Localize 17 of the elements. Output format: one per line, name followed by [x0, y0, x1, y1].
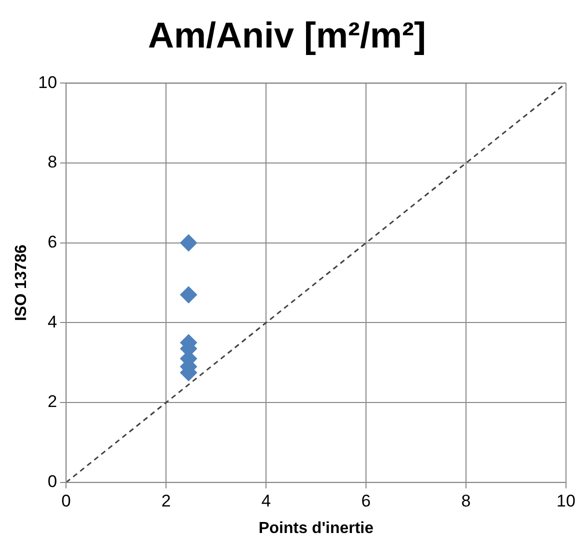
y-tick-label: 4: [48, 312, 58, 332]
x-tick-label: 2: [161, 491, 171, 510]
x-tick-label: 4: [261, 491, 271, 510]
point: [180, 234, 198, 252]
x-tick-label: 0: [61, 491, 71, 510]
chart-title: Am/Aniv [m²/m²]: [148, 14, 426, 56]
x-axis-title: Points d'inertie: [258, 520, 374, 537]
y-tick-label: 10: [38, 72, 58, 92]
x-tick-label: 10: [556, 491, 576, 510]
y-axis-title: ISO 13786: [13, 244, 30, 322]
x-tick-label: 8: [461, 491, 471, 510]
y-tick-label: 0: [48, 472, 58, 492]
y-tick-label: 8: [48, 152, 58, 172]
y-tick-label: 2: [48, 392, 58, 412]
y-tick-label: 6: [48, 232, 58, 252]
point: [180, 286, 198, 304]
x-tick-label: 6: [361, 491, 371, 510]
